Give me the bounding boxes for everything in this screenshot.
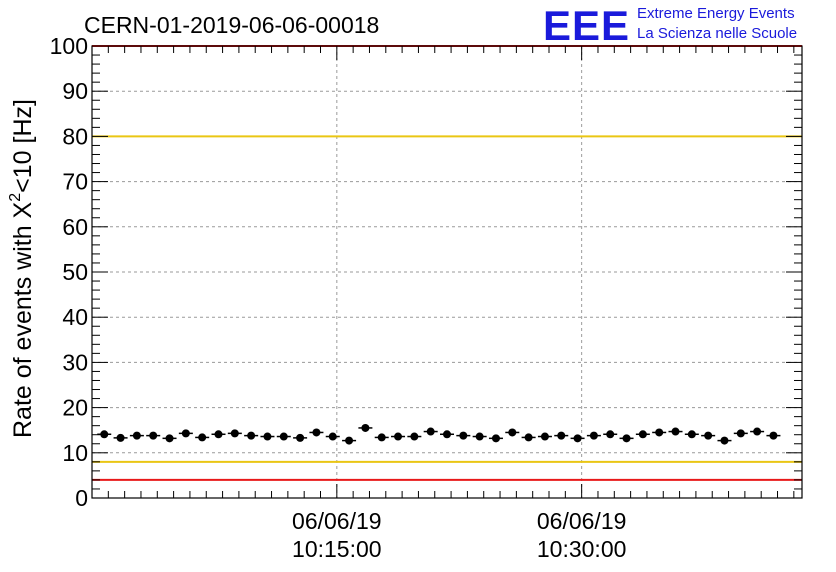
- data-point: [704, 431, 713, 440]
- x-tick-label-date: 06/06/19: [537, 508, 627, 534]
- data-point: [165, 434, 174, 443]
- y-tick-label: 10: [62, 440, 88, 466]
- data-point: [491, 434, 500, 443]
- data-point: [279, 432, 288, 441]
- x-tick-label-date: 06/06/19: [292, 508, 382, 534]
- data-point: [508, 428, 517, 437]
- x-tick-label-time: 10:30:00: [537, 536, 627, 562]
- y-tick-label: 70: [62, 169, 88, 195]
- data-point: [328, 432, 337, 441]
- y-tick-label: 40: [62, 304, 88, 330]
- data-point: [622, 434, 631, 443]
- x-tick-label-time: 10:15:00: [292, 536, 382, 562]
- data-point: [573, 434, 582, 443]
- y-tick-label: 50: [62, 259, 88, 285]
- data-point: [687, 430, 696, 439]
- grid-lines: [92, 46, 802, 498]
- data-point: [671, 427, 680, 436]
- y-axis-label-superscript: 2: [7, 193, 24, 202]
- data-point: [345, 436, 354, 445]
- data-point: [312, 428, 321, 437]
- data-point: [606, 430, 615, 439]
- data-point: [426, 427, 435, 436]
- data-point: [132, 431, 141, 440]
- data-point: [230, 429, 239, 438]
- data-point: [410, 432, 419, 441]
- y-tick-label: 100: [50, 33, 88, 59]
- axis-tick-labels: 010203040506070809010006/06/1910:15:0006…: [50, 33, 627, 562]
- data-point: [198, 433, 207, 442]
- data-point: [769, 431, 778, 440]
- data-point: [557, 431, 566, 440]
- data-point: [247, 431, 256, 440]
- y-tick-label: 30: [62, 349, 88, 375]
- data-point: [263, 432, 272, 441]
- data-point: [181, 429, 190, 438]
- reference-lines: [92, 45, 802, 481]
- data-point: [100, 430, 109, 439]
- y-tick-label: 20: [62, 395, 88, 421]
- chart-title: CERN-01-2019-06-06-00018: [84, 12, 379, 38]
- eee-logo-line-2: La Scienza nelle Scuole: [637, 25, 797, 42]
- data-point: [296, 433, 305, 442]
- data-point: [149, 431, 158, 440]
- y-tick-label: 60: [62, 214, 88, 240]
- data-point: [720, 436, 729, 445]
- data-point: [753, 427, 762, 436]
- data-point: [475, 432, 484, 441]
- data-point: [540, 432, 549, 441]
- data-point: [524, 433, 533, 442]
- y-tick-label: 90: [62, 78, 88, 104]
- data-point: [736, 429, 745, 438]
- eee-logo-line-1: Extreme Energy Events: [637, 5, 795, 22]
- data-point: [589, 431, 598, 440]
- eee-logo: EEE Extreme Energy Events La Scienza nel…: [543, 2, 797, 49]
- y-axis-label: Rate of events with X2<10 [Hz]: [7, 99, 37, 438]
- data-point: [655, 428, 664, 437]
- data-point: [443, 430, 451, 439]
- data-point: [638, 430, 647, 439]
- data-point: [214, 430, 223, 439]
- data-point: [394, 432, 403, 441]
- data-point: [377, 433, 386, 442]
- data-point: [459, 431, 468, 440]
- y-tick-label: 0: [75, 485, 88, 511]
- data-point: [116, 433, 125, 442]
- data-points: [97, 423, 781, 445]
- data-point: [361, 423, 370, 432]
- y-tick-label: 80: [62, 123, 88, 149]
- eee-logo-mark: EEE: [543, 2, 630, 49]
- axis-ticks: [92, 45, 802, 499]
